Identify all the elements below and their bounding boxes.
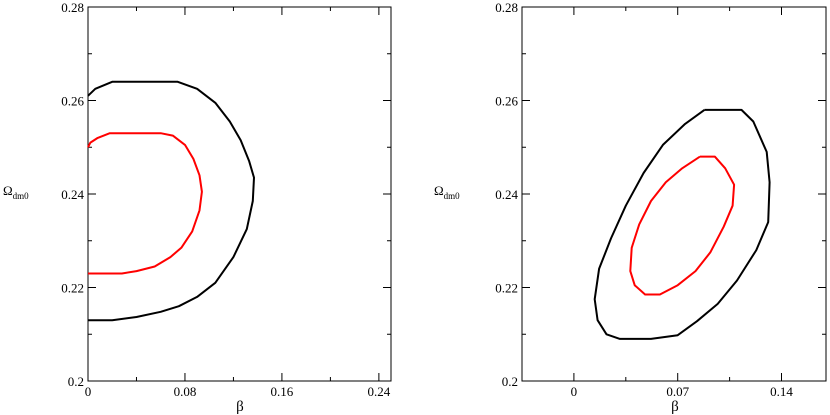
x-tick-label: 0 bbox=[571, 384, 578, 399]
y-tick-label: 0.26 bbox=[61, 94, 84, 109]
y-tick-label: 0.28 bbox=[495, 0, 518, 15]
right-contours bbox=[593, 108, 771, 340]
y-tick-label: 0.26 bbox=[495, 94, 518, 109]
confidence-contour bbox=[87, 132, 203, 275]
left-y-tick-labels: 0.2 0.22 0.24 0.26 0.28 bbox=[61, 0, 84, 389]
confidence-contour bbox=[593, 108, 771, 340]
y-tick-label: 0.24 bbox=[495, 187, 518, 202]
y-tick-label: 0.22 bbox=[495, 281, 518, 296]
left-panel: 0 0.08 0.16 0.24 0.2 0.22 0.24 0.26 0.28 β Ωdm0 bbox=[3, 0, 392, 415]
right-tick-marks bbox=[521, 6, 826, 382]
x-tick-label: 0.08 bbox=[174, 384, 197, 399]
left-x-axis-label: β bbox=[236, 399, 244, 415]
y-tick-label: 0.22 bbox=[61, 281, 84, 296]
confidence-contour bbox=[629, 155, 736, 296]
left-tick-marks bbox=[87, 6, 391, 382]
left-contours bbox=[87, 80, 255, 322]
left-y-axis-label: Ωdm0 bbox=[3, 183, 29, 201]
right-panel: 0 0.07 0.14 0.2 0.22 0.24 0.26 0.28 β Ωdm0 bbox=[434, 0, 827, 415]
left-plot-frame bbox=[87, 6, 392, 382]
right-plot-frame bbox=[521, 6, 827, 382]
y-tick-label: 0.24 bbox=[61, 187, 84, 202]
y-tick-label: 0.2 bbox=[68, 374, 84, 389]
x-tick-label: 0.16 bbox=[271, 384, 294, 399]
right-y-axis-label: Ωdm0 bbox=[434, 183, 460, 201]
x-tick-label: 0.14 bbox=[770, 384, 793, 399]
right-y-tick-labels: 0.2 0.22 0.24 0.26 0.28 bbox=[495, 0, 518, 389]
right-x-tick-labels: 0 0.07 0.14 bbox=[571, 384, 794, 399]
y-tick-label: 0.2 bbox=[502, 374, 518, 389]
confidence-contour bbox=[87, 80, 255, 322]
y-tick-label: 0.28 bbox=[61, 0, 84, 15]
left-x-tick-labels: 0 0.08 0.16 0.24 bbox=[85, 384, 391, 399]
x-tick-label: 0.07 bbox=[666, 384, 689, 399]
right-x-axis-label: β bbox=[671, 399, 679, 415]
x-tick-label: 0.24 bbox=[368, 384, 391, 399]
x-tick-label: 0 bbox=[85, 384, 92, 399]
